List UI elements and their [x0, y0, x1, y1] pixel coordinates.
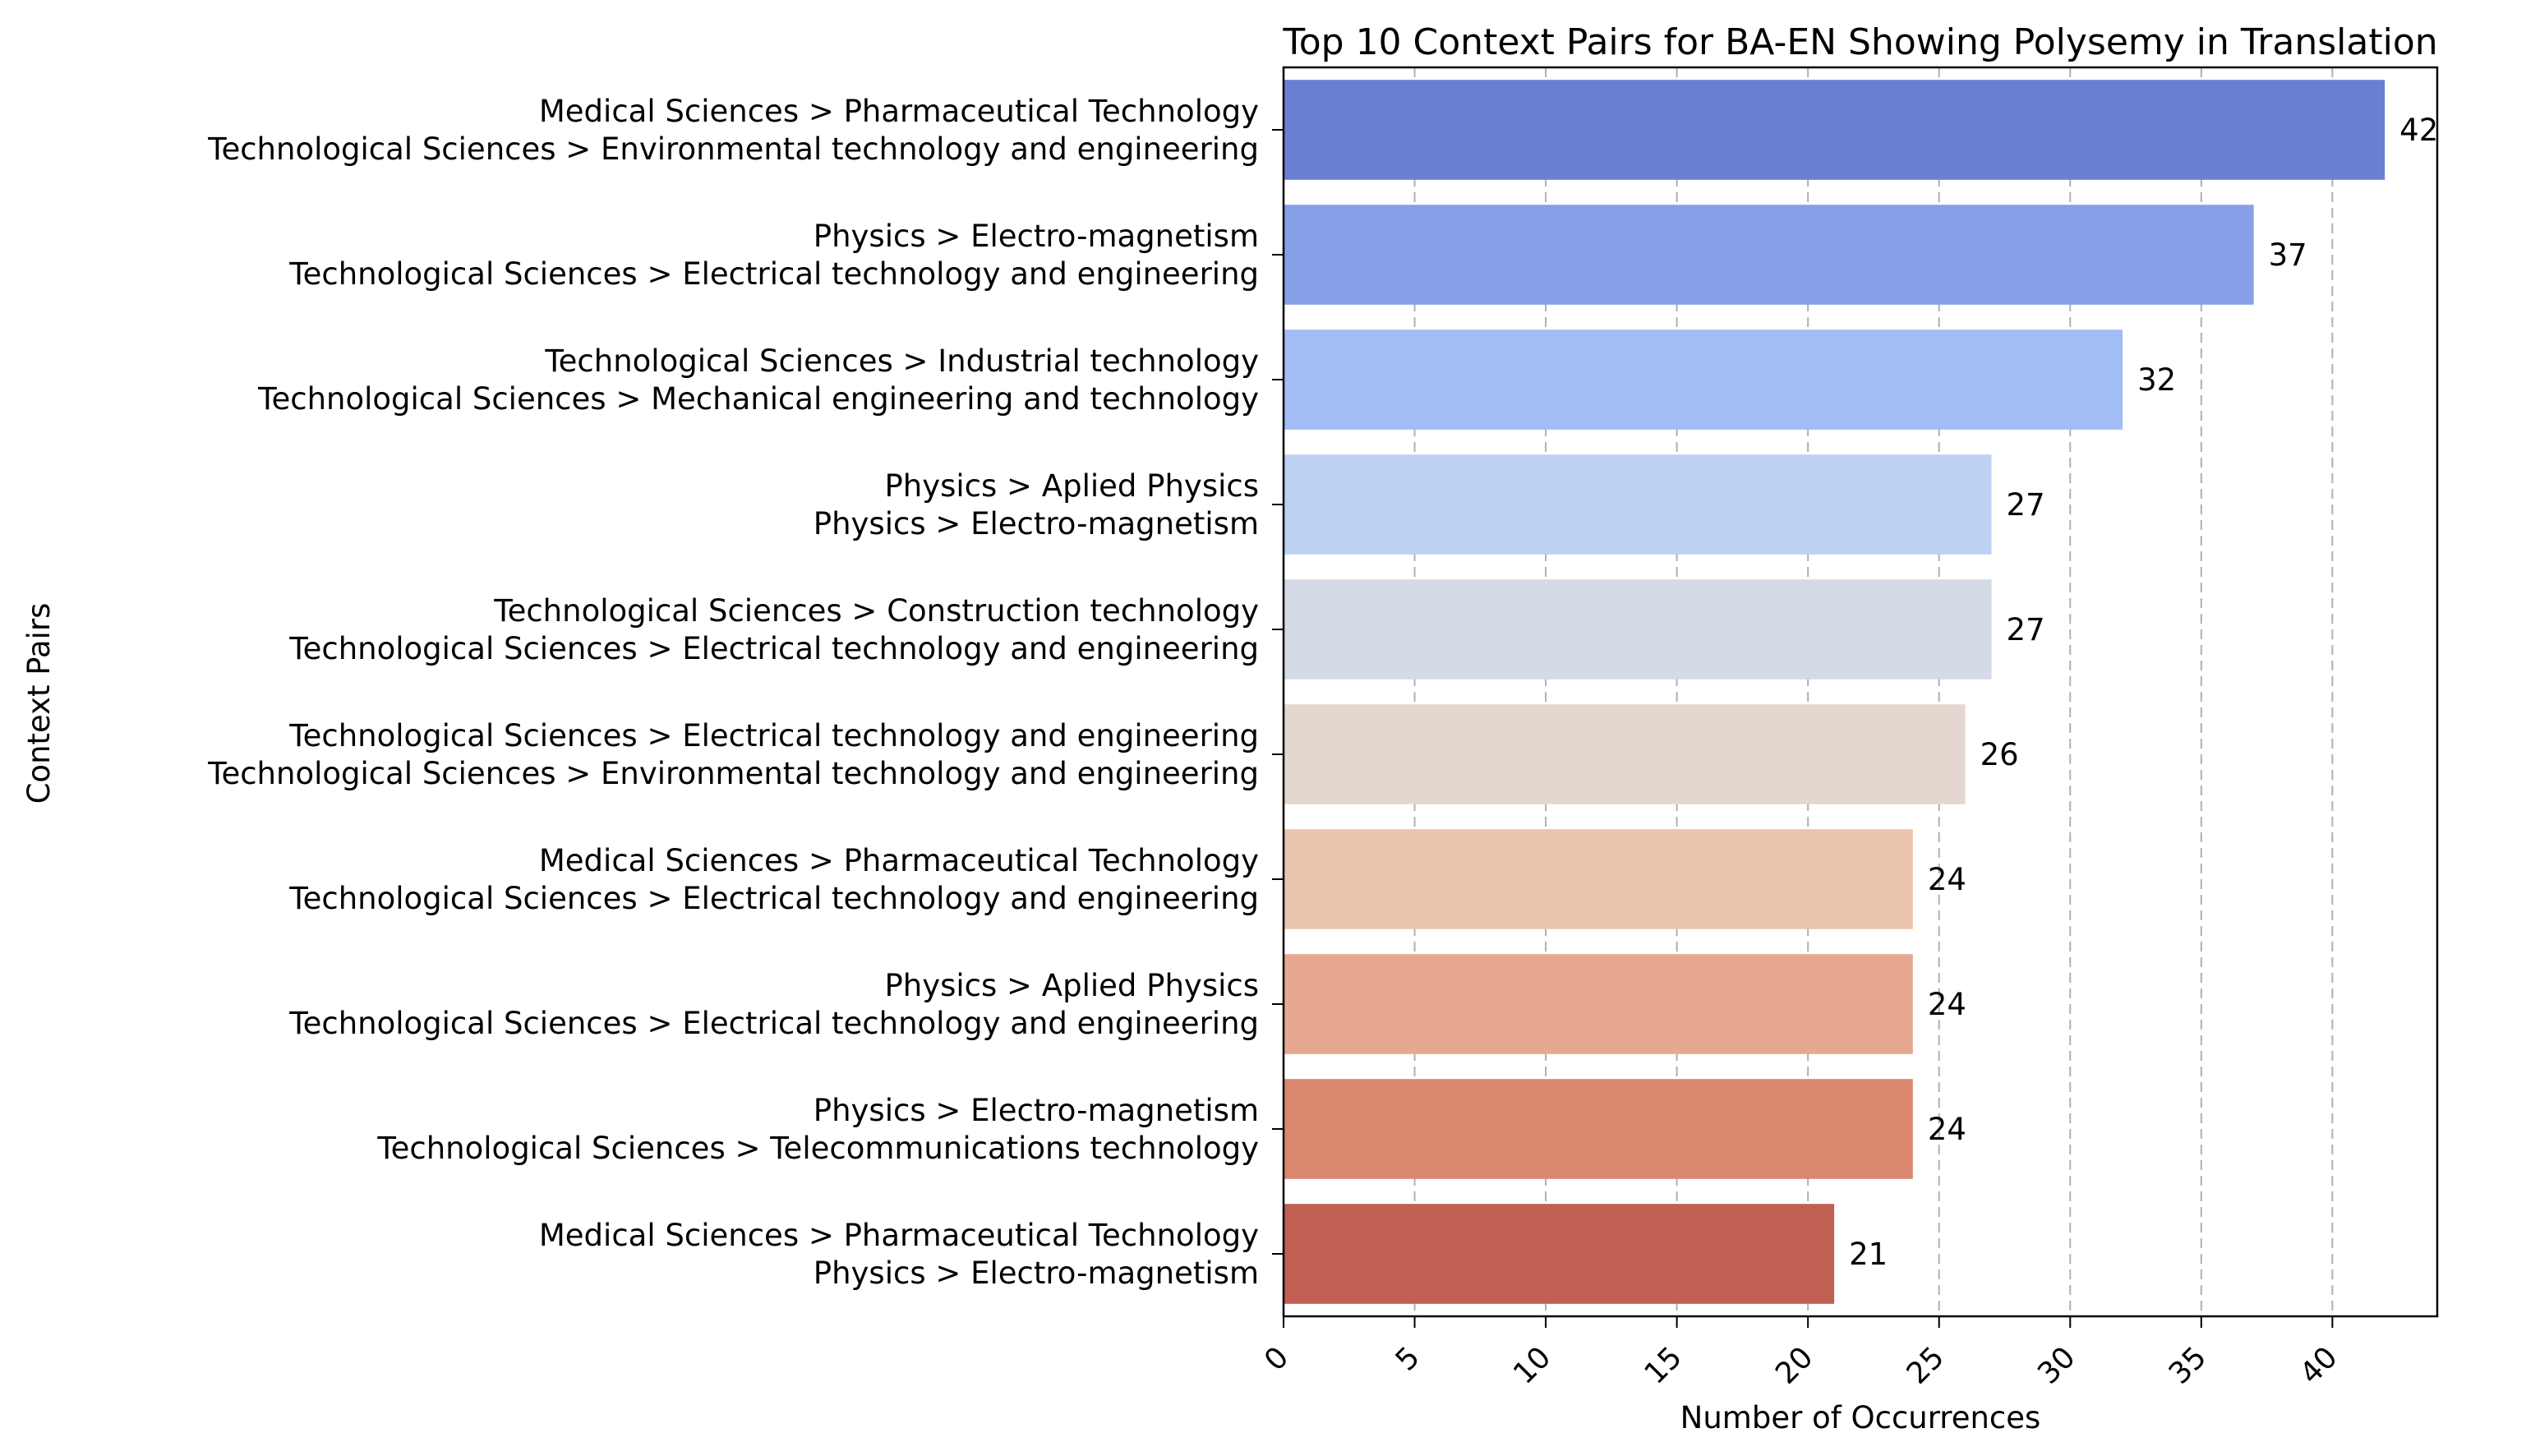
y-axis-label: Context Pairs: [21, 603, 57, 804]
data-label: 24: [1928, 1112, 1966, 1147]
x-tick-label: 30: [2031, 1340, 2081, 1390]
x-tick-label: 5: [1390, 1340, 1427, 1377]
y-tick-label: Physics > Aplied Physics: [884, 968, 1259, 1003]
y-tick-label: Technological Sciences > Industrial tech…: [544, 343, 1259, 379]
y-tick-label: Medical Sciences > Pharmaceutical Techno…: [539, 843, 1259, 878]
bar: [1284, 1079, 1913, 1179]
data-label: 27: [2007, 487, 2045, 523]
data-label: 27: [2007, 612, 2045, 647]
y-tick-label: Medical Sciences > Pharmaceutical Techno…: [539, 94, 1259, 129]
data-label: 24: [1928, 987, 1966, 1022]
y-tick-label: Technological Sciences > Mechanical engi…: [257, 381, 1259, 417]
bar: [1284, 454, 1992, 555]
value-labels: 42 37 32 27 27 26 24 24 24 21: [1849, 113, 2438, 1272]
chart-title: Top 10 Context Pairs for BA-EN Showing P…: [1282, 21, 2437, 63]
bar: [1284, 829, 1913, 929]
x-tick-label: 15: [1639, 1340, 1689, 1390]
y-tick-label: Technological Sciences > Environmental t…: [207, 756, 1259, 791]
y-tick-label: Medical Sciences > Pharmaceutical Techno…: [539, 1218, 1259, 1253]
frame-layer: [1282, 66, 2439, 1318]
plot-frame: [1282, 66, 2439, 1318]
y-tick-label: Technological Sciences > Electrical tech…: [288, 1006, 1259, 1041]
data-label: 37: [2269, 237, 2307, 273]
bar: [1284, 205, 2254, 305]
bar: [1284, 1204, 1835, 1304]
bar: [1284, 579, 1992, 680]
x-ticks: 0 5 10 15 20 25 30 35 40: [1258, 1316, 2344, 1391]
y-tick-label: Physics > Electro-magnetism: [814, 219, 1259, 254]
y-tick-label: Physics > Aplied Physics: [884, 468, 1259, 504]
bar: [1284, 704, 1966, 804]
y-ticks: Medical Sciences > Pharmaceutical Techno…: [207, 94, 1284, 1291]
data-label: 42: [2399, 113, 2438, 148]
data-label: 26: [1980, 737, 2019, 772]
x-axis-label: Number of Occurrences: [1680, 1400, 2041, 1435]
x-tick-label: 0: [1258, 1340, 1295, 1377]
data-label: 21: [1849, 1237, 1888, 1272]
y-tick-label: Technological Sciences > Construction te…: [493, 593, 1259, 629]
y-tick-label: Technological Sciences > Electrical tech…: [288, 881, 1259, 916]
y-tick-label: Physics > Electro-magnetism: [814, 1093, 1259, 1128]
bars-layer: [1284, 80, 2385, 1304]
y-tick-label: Physics > Electro-magnetism: [814, 506, 1259, 541]
bar: [1284, 954, 1913, 1054]
x-tick-label: 35: [2163, 1340, 2213, 1390]
x-tick-label: 40: [2293, 1340, 2344, 1390]
y-tick-label: Technological Sciences > Electrical tech…: [288, 718, 1259, 753]
y-tick-label: Technological Sciences > Environmental t…: [207, 131, 1259, 167]
y-tick-label: Physics > Electro-magnetism: [814, 1256, 1259, 1291]
data-label: 24: [1928, 862, 1966, 897]
y-tick-label: Technological Sciences > Telecommunicati…: [376, 1131, 1259, 1166]
y-tick-label: Technological Sciences > Electrical tech…: [288, 256, 1259, 292]
bar: [1284, 80, 2385, 180]
bar: [1284, 329, 2123, 430]
data-label: 32: [2137, 362, 2176, 398]
x-tick-label: 10: [1507, 1340, 1557, 1390]
x-tick-label: 25: [1901, 1340, 1951, 1390]
y-tick-label: Technological Sciences > Electrical tech…: [288, 631, 1259, 666]
x-tick-label: 20: [1769, 1340, 1819, 1390]
